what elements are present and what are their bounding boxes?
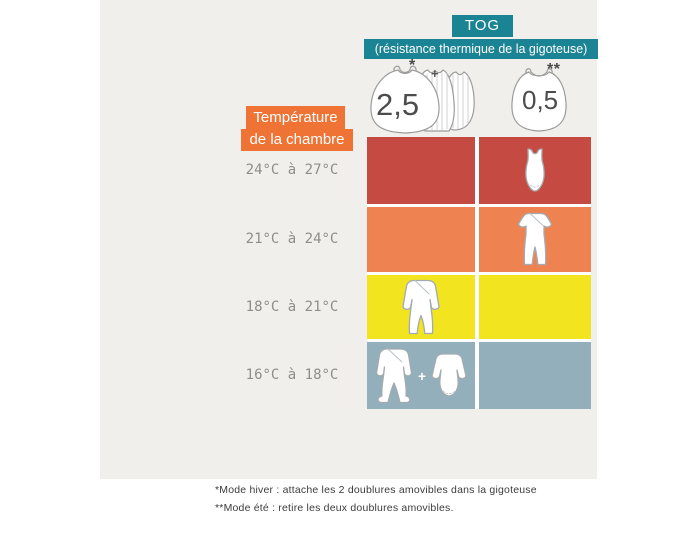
temp-range-label-16-18: 16°C à 18°C — [245, 367, 339, 383]
temp-range-label-18-21: 18°C à 21°C — [245, 299, 339, 315]
cell-16-18-tog05 — [479, 342, 591, 409]
temperature-header-line2: de la chambre — [241, 129, 353, 151]
cell-21-24-tog25 — [367, 207, 475, 272]
cell-21-24-tog05 — [479, 207, 591, 272]
clothing-table: + — [367, 137, 591, 409]
sleeveless-bodysuit-icon — [525, 147, 545, 192]
garment-plus-sign: + — [417, 367, 427, 384]
tog-title: TOG — [464, 17, 501, 34]
winter-gigoteuse-icon — [370, 65, 475, 134]
summer-gigoteuse-icon — [511, 68, 567, 132]
footed-sleeper-icon — [375, 348, 413, 404]
summer-footnote-marker: ** — [547, 61, 561, 78]
winter-tog-value: 2,5 — [376, 87, 420, 122]
cell-24-27-tog05 — [479, 137, 591, 204]
cell-24-27-tog25 — [367, 137, 475, 204]
footnote-winter: *Mode hiver : attache les 2 doublures am… — [215, 484, 537, 496]
footnotes: *Mode hiver : attache les 2 doublures am… — [215, 482, 537, 517]
winter-footnote-marker: * — [409, 57, 416, 74]
footnote-summer: **Mode été : retire les deux doublures a… — [215, 501, 454, 514]
long-sleeve-pyjama-icon — [402, 279, 440, 335]
temp-range-label-21-24: 21°C à 24°C — [245, 231, 339, 247]
tog-subtitle-badge: (résistance thermique de la gigoteuse) — [364, 39, 598, 59]
tog-subtitle: (résistance thermique de la gigoteuse) — [374, 42, 588, 56]
temp-range-label-24-27: 24°C à 27°C — [245, 162, 339, 178]
cell-16-18-tog25: + — [367, 342, 475, 409]
tog-title-badge: TOG — [452, 15, 513, 37]
long-sleeve-bodysuit-icon — [431, 352, 467, 397]
short-sleeve-romper-icon — [517, 212, 553, 266]
cell-18-21-tog05 — [479, 275, 591, 339]
infographic-panel: TOG (résistance thermique de la gigoteus… — [100, 0, 598, 479]
temperature-header-line1: Température — [246, 106, 345, 129]
liner-plus-sign: + — [431, 66, 439, 81]
summer-tog-value: 0,5 — [522, 85, 559, 115]
cell-18-21-tog25 — [367, 275, 475, 339]
